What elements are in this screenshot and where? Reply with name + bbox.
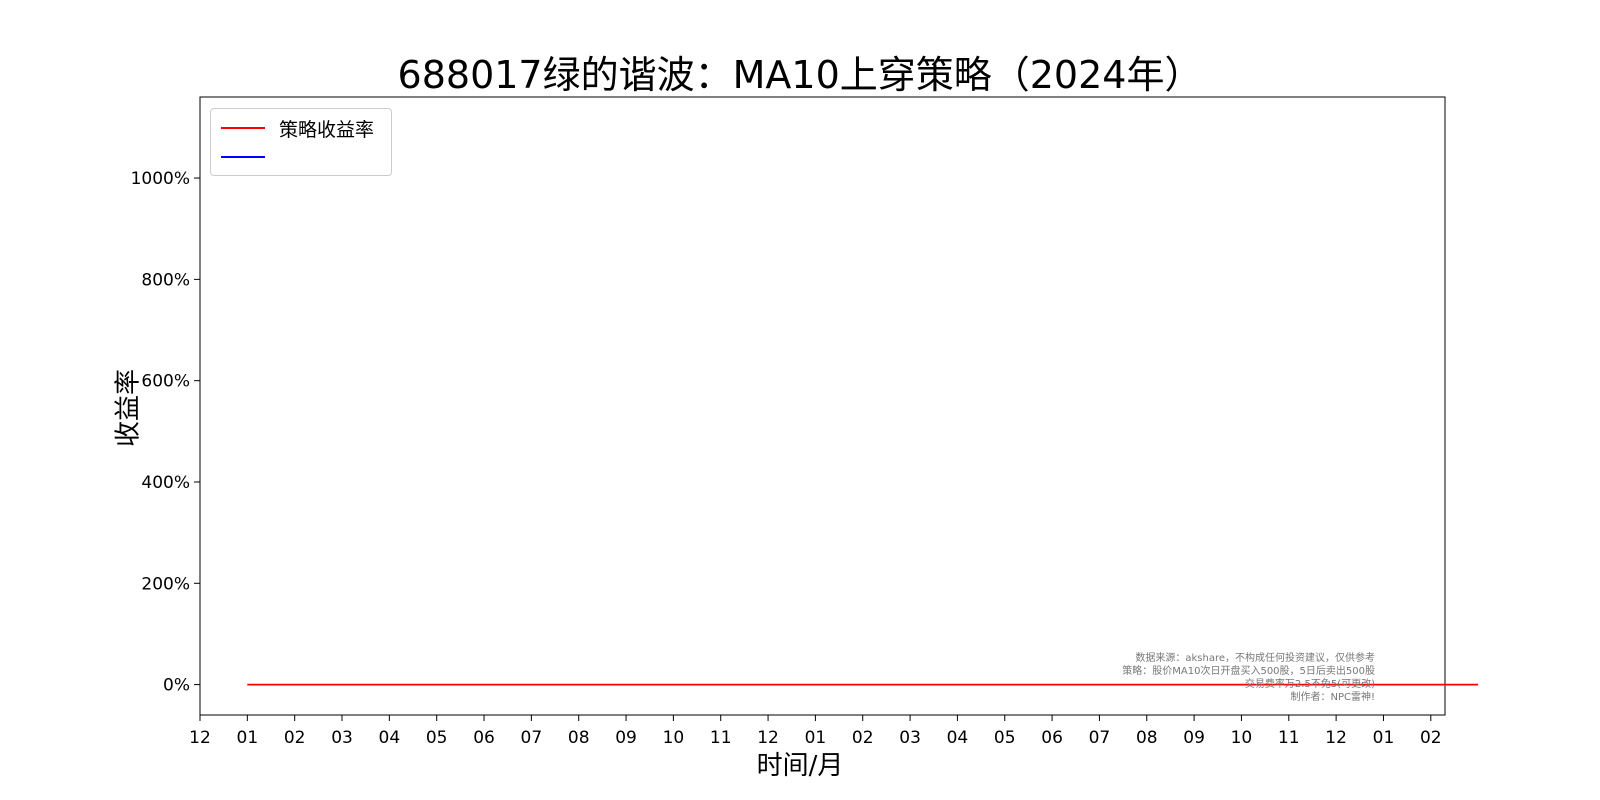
x-tick-label: 10 (663, 728, 685, 748)
x-axis-label: 时间/月 (756, 751, 844, 781)
x-axis: 12 01 02 03 04 05 06 07 08 09 10 11 12 01 02 03 04 05 06 07… (189, 715, 1442, 748)
x-tick-label: 03 (331, 728, 353, 748)
x-tick-label: 09 (1183, 728, 1205, 748)
footnote: 数据来源：akshare，不构成任何投资建议，仅供参考 策略：股价MA10次日开… (1122, 652, 1375, 704)
x-tick-label: 02 (284, 728, 306, 748)
x-tick-label: 11 (1278, 728, 1300, 748)
legend-swatch-strategy (221, 127, 265, 129)
y-tick-label: 400% (141, 473, 190, 493)
x-tick-label: 06 (473, 728, 495, 748)
footnote-line: 数据来源：akshare，不构成任何投资建议，仅供参考 (1135, 653, 1375, 664)
x-tick-label: 12 (757, 728, 779, 748)
x-tick-label: 04 (947, 728, 969, 748)
legend-swatch-stock (221, 156, 265, 158)
y-tick-label: 600% (141, 372, 190, 392)
x-tick-label: 07 (521, 728, 543, 748)
plot-frame (199, 96, 1446, 716)
legend-item-strategy: 策略收益率 (221, 114, 374, 142)
y-tick-label: 800% (141, 270, 190, 290)
x-tick-label: 04 (379, 728, 401, 748)
footnote-line: 交易费率万2.5不免5(可更改) (1244, 679, 1375, 690)
x-tick-label: 10 (1231, 728, 1253, 748)
x-tick-label: 12 (189, 728, 211, 748)
legend-item-stock (221, 143, 279, 171)
y-axis: 0% 200% 400% 600% 800% 1000% (131, 169, 200, 696)
x-tick-label: 02 (852, 728, 874, 748)
y-tick-label: 1000% (131, 169, 190, 189)
legend: 策略收益率 (210, 108, 392, 176)
x-tick-label: 08 (1136, 728, 1158, 748)
x-tick-label: 12 (1325, 728, 1347, 748)
x-tick-label: 01 (1373, 728, 1395, 748)
legend-label-strategy: 策略收益率 (279, 118, 375, 141)
chart-title: 688017绿的谐波：MA10上穿策略（2024年） (397, 53, 1203, 97)
x-tick-label: 01 (237, 728, 259, 748)
x-tick-label: 08 (568, 728, 590, 748)
y-axis-label: 收益率 (113, 368, 144, 448)
y-tick-label: 200% (141, 574, 190, 594)
x-tick-label: 09 (615, 728, 637, 748)
footnote-line: 制作者：NPC雷神! (1290, 692, 1375, 703)
y-tick-label: 0% (163, 676, 190, 696)
x-tick-label: 06 (1041, 728, 1063, 748)
x-tick-label: 07 (1089, 728, 1111, 748)
x-tick-label: 01 (805, 728, 827, 748)
x-tick-label: 03 (899, 728, 921, 748)
x-tick-label: 02 (1420, 728, 1442, 748)
x-tick-label: 05 (426, 728, 448, 748)
x-tick-label: 05 (994, 728, 1016, 748)
footnote-line: 策略：股价MA10次日开盘买入500股，5日后卖出500股 (1122, 666, 1375, 677)
x-tick-label: 11 (710, 728, 732, 748)
